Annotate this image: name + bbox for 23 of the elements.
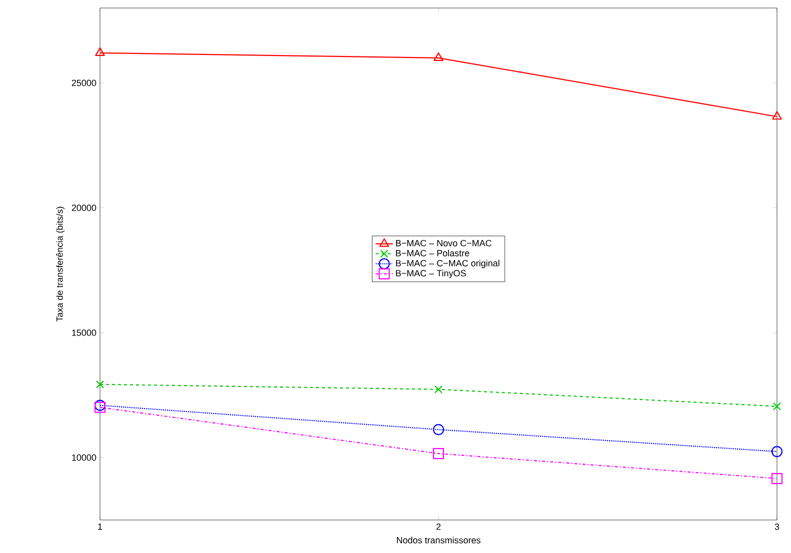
point bbox=[772, 111, 782, 120]
x-axis-title: Nodos transmissores bbox=[396, 536, 480, 544]
point bbox=[432, 424, 444, 436]
point bbox=[434, 385, 443, 394]
x-tick-label: 3 bbox=[774, 524, 780, 530]
y-tick-label: 10000 bbox=[72, 454, 96, 461]
legend-label: B−MAC – Polastre bbox=[396, 250, 470, 256]
legend-label: B−MAC – C−MAC original bbox=[396, 260, 500, 268]
point bbox=[771, 446, 783, 458]
x-tick-label: 1 bbox=[98, 524, 102, 530]
y-axis-title: Taxa de transferência (bits/s) bbox=[56, 206, 65, 322]
point bbox=[96, 380, 104, 388]
y-tick-label: 20000 bbox=[72, 204, 96, 211]
y-tick-label: 15000 bbox=[72, 329, 96, 336]
x-tick-label: 2 bbox=[436, 524, 441, 530]
point bbox=[432, 448, 444, 460]
legend-label: B−MAC – TinyOS bbox=[396, 270, 466, 278]
legend-label: B−MAC – Novo C−MAC bbox=[396, 240, 492, 246]
point bbox=[434, 52, 444, 61]
point bbox=[772, 402, 782, 410]
y-tick-label: 25000 bbox=[72, 80, 96, 86]
point bbox=[771, 472, 783, 484]
point bbox=[95, 47, 105, 56]
